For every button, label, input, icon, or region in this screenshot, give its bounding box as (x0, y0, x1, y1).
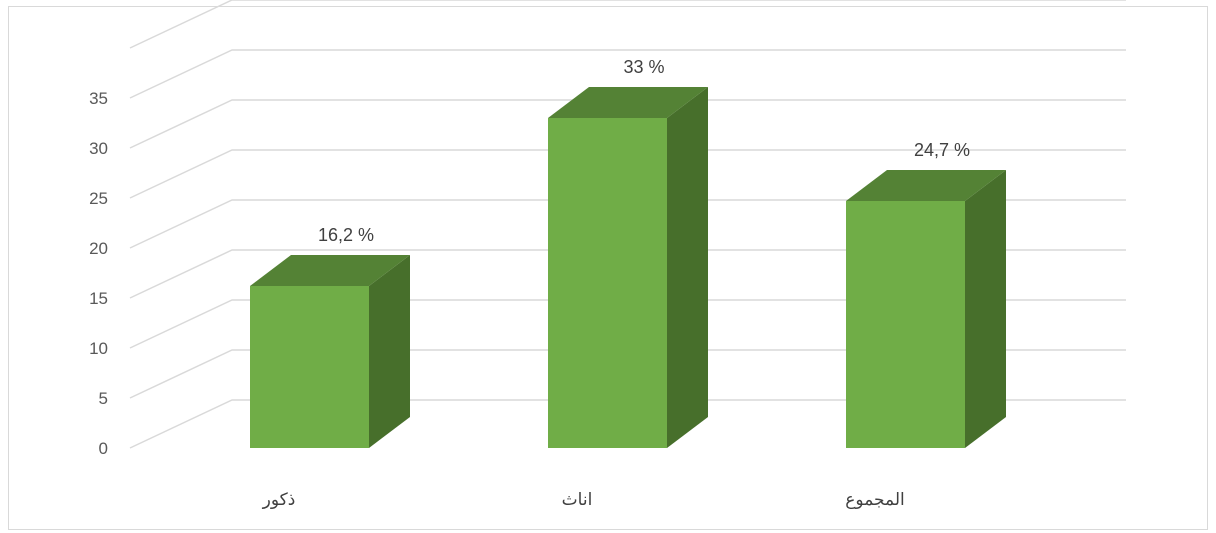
bar-side (965, 170, 1006, 448)
bar (548, 87, 708, 448)
data-label: 16,2 % (318, 225, 374, 245)
y-tick-label: 10 (89, 339, 108, 358)
data-label: 24,7 % (914, 140, 970, 160)
y-tick-label: 30 (89, 139, 108, 158)
bar-side (369, 255, 410, 448)
gridline (129, 399, 1126, 449)
y-tick-label: 35 (89, 89, 108, 108)
data-label: 33 % (623, 57, 664, 77)
bar-front (846, 201, 965, 448)
bars (250, 87, 1006, 448)
gridline (129, 299, 1126, 349)
y-tick-label: 25 (89, 189, 108, 208)
bar-top (548, 87, 708, 118)
gridline (129, 0, 1126, 49)
bar-top (250, 255, 410, 286)
bar-side (667, 87, 708, 448)
data-labels: 16,2 % 33 % 24,7 % (318, 57, 970, 245)
y-tick-label: 20 (89, 239, 108, 258)
gridlines (129, 0, 1126, 449)
gridline (129, 249, 1126, 299)
bar-front (548, 118, 667, 448)
bar (846, 170, 1006, 448)
gridline (129, 349, 1126, 399)
category-label: المجموع (845, 490, 904, 510)
x-axis-categories: ذكور اناث المجموع (262, 490, 905, 510)
category-label: ذكور (262, 490, 296, 510)
y-axis-ticks: 0 5 10 15 20 25 30 35 (89, 89, 108, 458)
y-tick-label: 0 (99, 439, 108, 458)
category-label: اناث (562, 490, 593, 510)
gridline (129, 199, 1126, 249)
y-tick-label: 5 (99, 389, 108, 408)
bar (250, 255, 410, 448)
gridline (129, 149, 1126, 199)
gridline (129, 99, 1126, 149)
bar-top (846, 170, 1006, 201)
bar-front (250, 286, 369, 448)
gridline (129, 49, 1126, 99)
y-tick-label: 15 (89, 289, 108, 308)
